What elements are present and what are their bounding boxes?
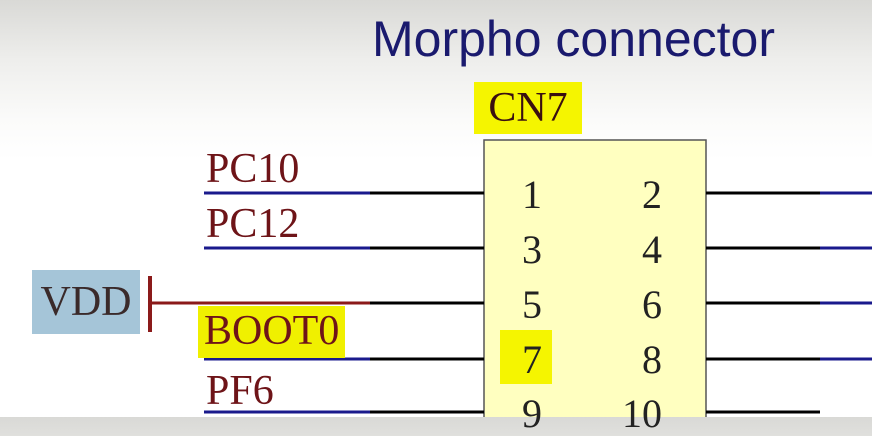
pin-number-6: 6	[642, 282, 662, 327]
net-label-boot0: BOOT0	[198, 306, 346, 358]
pin-number-8: 8	[642, 337, 662, 382]
pin-7-highlight	[500, 330, 552, 384]
pin-number-4: 4	[642, 227, 662, 272]
pin-number-10: 10	[622, 391, 662, 436]
pin-number-5: 5	[522, 282, 542, 327]
net-label-pc10: PC10	[206, 146, 300, 192]
pin-number-7: 7	[522, 337, 542, 382]
net-label-pf6: PF6	[206, 368, 274, 414]
net-label-vdd: VDD	[32, 270, 140, 334]
diagram-title: Morpho connector	[372, 11, 776, 67]
pin-number-1: 1	[522, 172, 542, 217]
connector-ref-label: CN7	[474, 82, 582, 134]
pin-number-9: 9	[522, 391, 542, 436]
pin-number-2: 2	[642, 172, 662, 217]
net-label-pc12: PC12	[206, 201, 300, 247]
pin-number-3: 3	[522, 227, 542, 272]
